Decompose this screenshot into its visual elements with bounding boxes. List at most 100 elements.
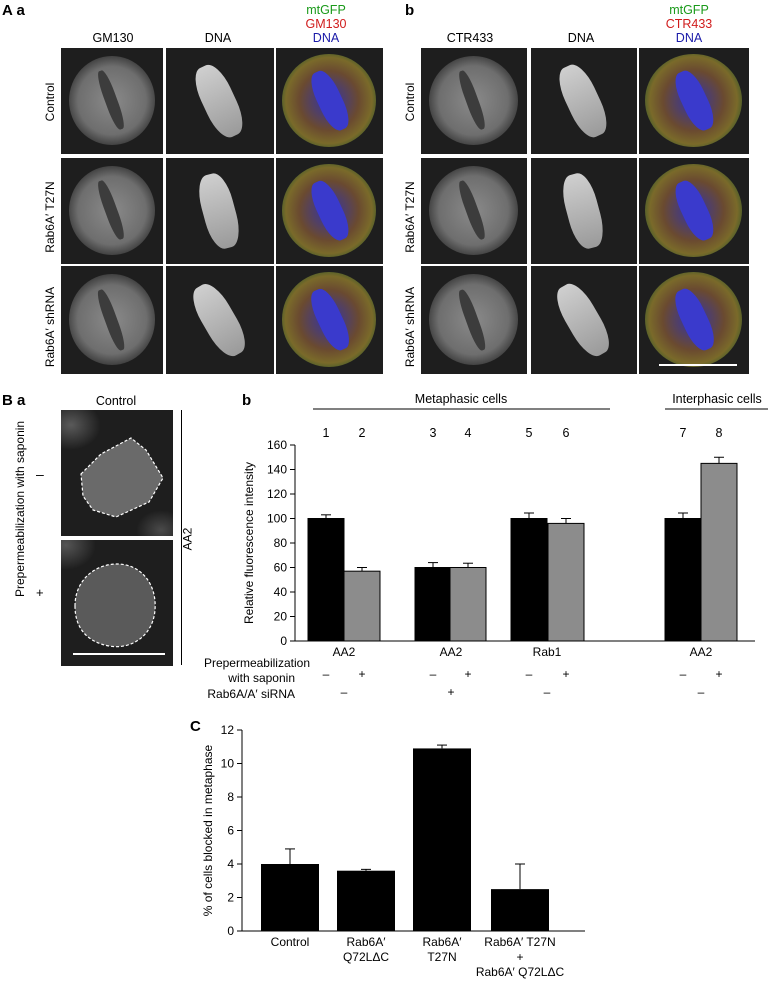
- y-tick-label: 100: [267, 512, 287, 526]
- bar: [261, 864, 319, 931]
- category-label: Rab6A′ T27N: [484, 935, 555, 949]
- panel-Bb-label: b: [242, 392, 252, 409]
- y-tick-label: 0: [227, 924, 234, 938]
- y-tick-label: 2: [227, 891, 234, 905]
- plus-sign: +: [36, 585, 44, 600]
- micrograph-cell: [61, 266, 163, 374]
- panel-Ab-label: b: [405, 2, 415, 19]
- sirna-value: –: [698, 685, 705, 699]
- micrograph-plus: [61, 540, 173, 666]
- bar-number: 3: [430, 426, 437, 440]
- row-label-shrna: Rab6A′ shRNA: [43, 286, 57, 368]
- row1-label: with saponin: [227, 671, 295, 685]
- saponin-value: –: [430, 667, 437, 681]
- category-label: AA2: [440, 645, 463, 659]
- bar: [307, 518, 345, 642]
- sirna-value: +: [447, 685, 454, 699]
- sirna-value: –: [341, 685, 348, 699]
- saponin-value: –: [680, 667, 687, 681]
- y-tick-label: 4: [227, 857, 234, 871]
- micrograph-cell: [639, 158, 749, 264]
- saponin-value: +: [562, 667, 569, 681]
- y-tick-label: 0: [280, 634, 287, 648]
- micrograph-cell: [531, 158, 637, 264]
- y-tick-label: 80: [274, 536, 288, 550]
- group-header: Interphasic cells: [672, 392, 762, 406]
- minus-sign: –: [36, 466, 44, 482]
- y-tick-label: 8: [227, 790, 234, 804]
- bar: [510, 518, 548, 642]
- y-tick-label: 10: [221, 757, 235, 771]
- micrograph-cell: [61, 158, 163, 264]
- y-axis-label: % of cells blocked in metaphase: [201, 744, 215, 916]
- saponin-value: +: [358, 667, 365, 681]
- header-ctr433: CTR433: [446, 31, 494, 45]
- category-label: +: [516, 950, 523, 964]
- y-axis-label: Relative fluorescence intensity: [242, 462, 256, 624]
- bar: [343, 570, 381, 642]
- micrograph-cell: [61, 48, 163, 154]
- category-label: T27N: [427, 950, 456, 964]
- bar: [491, 889, 549, 931]
- bar-number: 7: [680, 426, 687, 440]
- micrograph-cell: [421, 266, 527, 374]
- y-tick-label: 6: [227, 824, 234, 838]
- saponin-value: +: [464, 667, 471, 681]
- y-tick-label: 160: [267, 438, 287, 452]
- micrograph-cell: [421, 158, 527, 264]
- bar-number: 6: [563, 426, 570, 440]
- row-label-t27n-b: Rab6A′ T27N: [403, 181, 417, 253]
- bar: [449, 567, 487, 642]
- row-label-control: Control: [43, 82, 57, 122]
- micrograph-cell: [276, 48, 383, 154]
- bar-number: 4: [465, 426, 472, 440]
- panel-C-label: C: [190, 718, 201, 735]
- micrograph-cell: [421, 48, 527, 154]
- panel-B-label: B a: [2, 392, 26, 409]
- micrograph-cell: [531, 48, 637, 154]
- category-label: Control: [271, 935, 310, 949]
- bar-number: 8: [716, 426, 723, 440]
- y-tick-label: 140: [267, 463, 287, 477]
- category-label: AA2: [690, 645, 713, 659]
- header-gm130: GM130: [92, 31, 134, 45]
- panel-A-label: A a: [2, 2, 25, 19]
- category-label: Q72LΔC: [343, 950, 389, 964]
- chart-metaphase-block: 0 2 4 6 8 10 12 % of cells blocked in metaphase…: [201, 723, 585, 979]
- bar-number: 1: [323, 426, 330, 440]
- control-title: Control: [95, 394, 137, 408]
- category-label: Rab6A′ Q72LΔC: [476, 965, 565, 979]
- saponin-value: –: [323, 667, 330, 681]
- micrograph-cell: [531, 266, 637, 374]
- saponin-value: –: [526, 667, 533, 681]
- chart-fluorescence: 0 20 40 60 80 100 120 140 160 Relative fluorescen…: [204, 392, 768, 701]
- micrograph-cell: [639, 48, 749, 154]
- bar: [547, 522, 585, 642]
- row-label-shrna-b: Rab6A′ shRNA: [403, 286, 417, 368]
- micrograph-cell: [276, 266, 383, 374]
- micrograph-cell: [166, 48, 274, 154]
- micrograph-cell: [166, 266, 274, 374]
- bar: [664, 518, 702, 642]
- prepermeabilization-label: Prepermeabilization with saponin: [13, 420, 27, 597]
- y-tick-label: 12: [221, 723, 235, 737]
- header-merge-b: mtGFP CTR433 DNA: [665, 3, 713, 45]
- y-tick-label: 120: [267, 487, 287, 501]
- category-label: Rab6A′: [347, 935, 387, 949]
- micrograph-cell: [276, 158, 383, 264]
- bar: [414, 567, 452, 642]
- header-merge: mtGFP GM130 DNA: [305, 3, 347, 45]
- aa2-bracket: [181, 410, 182, 665]
- saponin-value: +: [715, 667, 722, 681]
- y-tick-label: 20: [274, 610, 288, 624]
- y-tick-label: 60: [274, 561, 288, 575]
- bar: [337, 870, 395, 931]
- scale-bar: [659, 364, 737, 366]
- row-label-t27n: Rab6A′ T27N: [43, 181, 57, 253]
- micrograph-cell: [166, 158, 274, 264]
- header-dna: DNA: [204, 31, 232, 45]
- bar: [413, 748, 471, 931]
- category-label: AA2: [333, 645, 356, 659]
- aa2-side-label: AA2: [180, 527, 195, 551]
- group-header: Metaphasic cells: [415, 392, 507, 406]
